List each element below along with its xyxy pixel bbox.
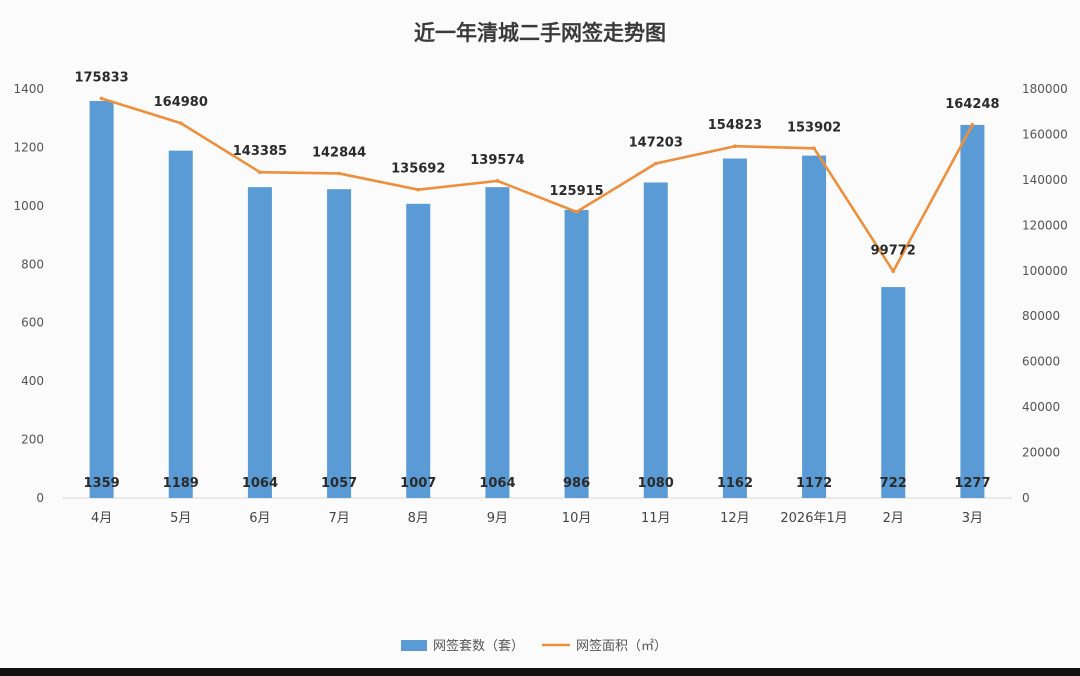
x-tick-label: 10月 xyxy=(562,511,592,526)
x-tick-label: 12月 xyxy=(720,511,750,526)
y-right-tick-label: 60000 xyxy=(1022,355,1060,369)
x-tick-label: 5月 xyxy=(170,511,191,526)
y-right-tick-label: 180000 xyxy=(1022,82,1068,96)
bar xyxy=(485,187,510,498)
line-point xyxy=(178,121,183,125)
y-right-tick-label: 40000 xyxy=(1022,400,1060,414)
y-left-tick-label: 200 xyxy=(21,433,44,447)
bar-value-label: 1162 xyxy=(717,476,753,491)
bar-value-label: 1172 xyxy=(796,476,832,491)
bar-value-label: 1359 xyxy=(83,476,119,491)
line-point xyxy=(891,269,896,274)
line-value-label: 139574 xyxy=(470,153,524,168)
line-point xyxy=(416,187,421,192)
line-point xyxy=(574,210,579,214)
bar xyxy=(89,100,114,499)
bar-value-label: 1007 xyxy=(400,476,436,491)
y-left-tick-label: 1000 xyxy=(13,199,44,213)
y-right-tick-label: 140000 xyxy=(1022,173,1068,187)
x-tick-label: 7月 xyxy=(328,511,349,526)
bar xyxy=(247,187,272,498)
y-right-tick-label: 100000 xyxy=(1022,264,1068,278)
bar-value-label: 1057 xyxy=(321,476,357,491)
bar-series xyxy=(89,100,985,499)
line-value-label: 125915 xyxy=(549,184,603,199)
bar-value-label: 1189 xyxy=(163,476,199,491)
y-right-tick-label: 20000 xyxy=(1022,446,1060,460)
x-tick-label: 2026年1月 xyxy=(780,511,847,526)
line-value-label: 143385 xyxy=(233,144,287,159)
line-point xyxy=(99,96,104,101)
y-left-tick-label: 800 xyxy=(21,257,44,271)
line-point xyxy=(733,144,737,149)
bar xyxy=(802,155,827,498)
x-tick-label: 9月 xyxy=(487,511,508,526)
bar-value-label: 722 xyxy=(880,476,907,491)
axes: 0 200 400 600 800 1000 1200 1400 0 20000 40000 6000… xyxy=(13,82,1067,526)
y-right-tick-label: 80000 xyxy=(1022,309,1060,323)
y-left-tick-label: 1200 xyxy=(13,140,44,154)
bar-value-label: 1064 xyxy=(242,476,278,491)
line-value-label: 154823 xyxy=(708,118,762,133)
line-point xyxy=(337,171,341,176)
bar-value-label: 1277 xyxy=(954,476,990,491)
bar xyxy=(722,158,747,498)
legend: 网签套数（套） 网签面积（㎡） xyxy=(401,638,667,654)
line-point xyxy=(258,170,262,174)
line-point xyxy=(970,122,975,127)
legend-line-label: 网签面积（㎡） xyxy=(576,638,667,654)
line-series xyxy=(99,96,975,274)
y-right-tick-label: 160000 xyxy=(1022,127,1068,141)
y-right-tick-label: 0 xyxy=(1022,491,1030,505)
line-point xyxy=(653,161,658,166)
line-value-label: 164248 xyxy=(945,97,999,112)
x-tick-label: 3月 xyxy=(962,511,983,526)
bar xyxy=(881,287,906,498)
line-value-label: 153902 xyxy=(787,120,841,135)
data-labels: 1359 1189 1064 1057 1007 1064 986 1080 1162 1172 7… xyxy=(74,70,999,491)
legend-bar-swatch xyxy=(401,640,427,651)
bar-value-label: 1080 xyxy=(638,476,674,491)
bar xyxy=(564,209,589,498)
line-point xyxy=(812,146,816,151)
y-right-tick-label: 120000 xyxy=(1022,218,1068,232)
bar xyxy=(168,150,193,498)
x-tick-label: 4月 xyxy=(91,511,112,526)
area-line xyxy=(101,97,974,273)
x-tick-label: 11月 xyxy=(641,511,671,526)
x-tick-label: 2月 xyxy=(883,511,904,526)
bar xyxy=(327,189,352,498)
bar xyxy=(406,203,431,499)
y-left-tick-label: 400 xyxy=(21,374,44,388)
y-left-tick-label: 1400 xyxy=(13,82,44,96)
line-value-label: 164980 xyxy=(154,95,208,110)
y-left-tick-label: 600 xyxy=(21,316,44,330)
x-tick-label: 8月 xyxy=(408,511,429,526)
bar-value-label: 986 xyxy=(563,476,590,491)
line-value-label: 99772 xyxy=(871,243,916,258)
line-value-label: 147203 xyxy=(629,136,683,151)
bar-value-label: 1064 xyxy=(479,476,515,491)
x-tick-label: 6月 xyxy=(249,511,270,526)
chart-title: 近一年清城二手网签走势图 xyxy=(414,21,666,45)
legend-bar-label: 网签套数（套） xyxy=(433,638,524,654)
line-value-label: 175833 xyxy=(74,70,128,85)
y-left-tick-label: 0 xyxy=(36,491,44,505)
bar xyxy=(960,124,985,499)
line-value-label: 142844 xyxy=(312,145,366,160)
line-point xyxy=(495,179,500,183)
bar xyxy=(643,182,668,498)
bottom-edge xyxy=(0,668,1080,676)
line-value-label: 135692 xyxy=(391,162,445,177)
